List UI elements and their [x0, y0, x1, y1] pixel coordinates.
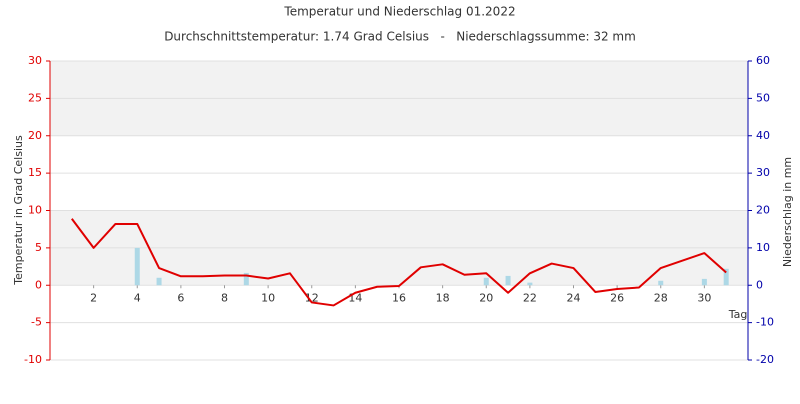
x-tick-label: 24 [567, 291, 581, 304]
precipitation-bar [658, 280, 664, 286]
precipitation-bar [156, 277, 162, 286]
y-tick-label: 0 [35, 278, 42, 291]
x-tick-label: 10 [261, 291, 275, 304]
x-tick-label: 18 [436, 291, 450, 304]
x-tick-label: 30 [697, 291, 711, 304]
y-axis-label: Temperatur in Grad Celsius [12, 135, 25, 286]
y2-tick-label: 50 [756, 91, 770, 104]
y-tick-label: -10 [24, 353, 42, 366]
precipitation-bar [723, 268, 729, 286]
y-tick-label: -5 [31, 316, 42, 329]
x-tick-label: 22 [523, 291, 537, 304]
precipitation-bar [505, 275, 511, 286]
y-tick-label: 25 [28, 91, 42, 104]
precipitation-bar [483, 277, 489, 286]
y2-tick-label: 0 [756, 278, 763, 291]
x-tick-label: 26 [610, 291, 624, 304]
temperature-line [71, 218, 727, 307]
y2-axis-label: Niederschlag in mm [781, 157, 794, 267]
y2-tick-label: -10 [756, 316, 774, 329]
chart-subtitle: Durchschnittstemperatur: 1.74 Grad Celsi… [164, 30, 636, 44]
y-tick-label: 20 [28, 129, 42, 142]
precipitation-bar [134, 247, 140, 286]
x-tick-label: 6 [177, 291, 184, 304]
chart-title: Temperatur und Niederschlag 01.2022 [283, 5, 515, 19]
precipitation-bar [701, 278, 707, 286]
x-tick-label: 16 [392, 291, 406, 304]
y-tick-label: 15 [28, 166, 42, 179]
y-tick-label: 10 [28, 204, 42, 217]
x-tick-label: 8 [221, 291, 228, 304]
x-tick-label: 12 [305, 291, 319, 304]
y2-tick-label: 60 [756, 54, 770, 67]
y2-tick-label: 30 [756, 166, 770, 179]
y2-tick-label: 40 [756, 129, 770, 142]
y-tick-label: 5 [35, 241, 42, 254]
y-tick-label: 30 [28, 54, 42, 67]
x-tick-label: 2 [90, 291, 97, 304]
y2-tick-label: 20 [756, 204, 770, 217]
precipitation-bar [243, 272, 249, 286]
y2-tick-label: -20 [756, 353, 774, 366]
x-tick-label: 4 [134, 291, 141, 304]
precipitation-bar [527, 282, 533, 286]
x-tick-label: 28 [654, 291, 668, 304]
x-axis-label: Tag [728, 308, 748, 321]
x-tick-label: 20 [479, 291, 493, 304]
y2-tick-label: 10 [756, 241, 770, 254]
